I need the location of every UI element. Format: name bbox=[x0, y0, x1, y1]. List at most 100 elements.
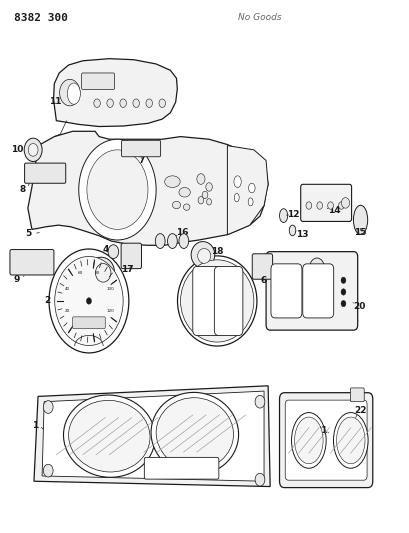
FancyBboxPatch shape bbox=[72, 317, 105, 328]
Polygon shape bbox=[34, 386, 270, 487]
Ellipse shape bbox=[191, 241, 214, 268]
Circle shape bbox=[24, 138, 42, 161]
Circle shape bbox=[54, 256, 123, 345]
Text: 120: 120 bbox=[107, 309, 115, 313]
Text: 13: 13 bbox=[295, 230, 308, 239]
Circle shape bbox=[340, 289, 345, 295]
FancyBboxPatch shape bbox=[144, 457, 218, 479]
Text: 20: 20 bbox=[64, 309, 70, 313]
Text: 8: 8 bbox=[19, 184, 26, 193]
Ellipse shape bbox=[88, 257, 114, 286]
Circle shape bbox=[205, 183, 212, 191]
Ellipse shape bbox=[336, 417, 364, 464]
Ellipse shape bbox=[178, 188, 190, 197]
Ellipse shape bbox=[279, 209, 287, 222]
Ellipse shape bbox=[180, 260, 253, 342]
FancyBboxPatch shape bbox=[350, 388, 363, 402]
FancyBboxPatch shape bbox=[192, 266, 221, 335]
Ellipse shape bbox=[68, 400, 150, 472]
FancyBboxPatch shape bbox=[279, 393, 372, 488]
Circle shape bbox=[316, 202, 322, 209]
Polygon shape bbox=[28, 131, 267, 245]
FancyBboxPatch shape bbox=[214, 266, 242, 335]
Text: No Goods: No Goods bbox=[237, 13, 281, 22]
Text: 11: 11 bbox=[49, 96, 62, 106]
Ellipse shape bbox=[167, 233, 177, 248]
Circle shape bbox=[254, 395, 264, 408]
Ellipse shape bbox=[183, 204, 189, 211]
Ellipse shape bbox=[177, 256, 256, 346]
Ellipse shape bbox=[248, 183, 254, 193]
Text: 2: 2 bbox=[44, 296, 50, 305]
Ellipse shape bbox=[234, 176, 240, 188]
Circle shape bbox=[196, 174, 204, 184]
Ellipse shape bbox=[164, 176, 180, 188]
Circle shape bbox=[87, 150, 148, 229]
FancyBboxPatch shape bbox=[252, 254, 272, 279]
Circle shape bbox=[43, 401, 53, 414]
Circle shape bbox=[327, 202, 333, 209]
Text: 19: 19 bbox=[237, 307, 249, 316]
Ellipse shape bbox=[247, 198, 252, 206]
Circle shape bbox=[133, 99, 139, 108]
Text: 8382 300: 8382 300 bbox=[13, 13, 67, 23]
Text: 14: 14 bbox=[327, 206, 340, 215]
Text: 100: 100 bbox=[106, 287, 114, 290]
FancyBboxPatch shape bbox=[121, 140, 160, 157]
Ellipse shape bbox=[155, 233, 165, 248]
Circle shape bbox=[59, 79, 80, 106]
Circle shape bbox=[338, 202, 344, 209]
Circle shape bbox=[206, 199, 211, 205]
Text: 22: 22 bbox=[353, 406, 366, 415]
FancyBboxPatch shape bbox=[10, 249, 54, 275]
FancyBboxPatch shape bbox=[81, 73, 115, 90]
Circle shape bbox=[305, 202, 311, 209]
FancyBboxPatch shape bbox=[300, 184, 351, 221]
Text: 16: 16 bbox=[176, 228, 189, 237]
Text: UNLEADED FUEL ONLY: UNLEADED FUEL ONLY bbox=[145, 465, 218, 471]
Polygon shape bbox=[54, 59, 177, 126]
Circle shape bbox=[309, 258, 324, 277]
Ellipse shape bbox=[234, 193, 238, 202]
Circle shape bbox=[49, 249, 128, 353]
Ellipse shape bbox=[67, 83, 80, 104]
Text: 18: 18 bbox=[211, 247, 223, 256]
Ellipse shape bbox=[178, 233, 188, 248]
Polygon shape bbox=[42, 391, 263, 481]
Polygon shape bbox=[227, 146, 267, 235]
Circle shape bbox=[340, 277, 345, 284]
Text: 3: 3 bbox=[79, 272, 85, 281]
FancyBboxPatch shape bbox=[302, 264, 333, 318]
Text: 23: 23 bbox=[193, 457, 206, 466]
Ellipse shape bbox=[151, 392, 238, 474]
Circle shape bbox=[79, 139, 156, 240]
Ellipse shape bbox=[291, 413, 325, 469]
Ellipse shape bbox=[156, 398, 233, 470]
Circle shape bbox=[107, 99, 113, 108]
Circle shape bbox=[28, 143, 38, 156]
Circle shape bbox=[43, 464, 53, 477]
Ellipse shape bbox=[197, 248, 210, 263]
Text: 21: 21 bbox=[314, 426, 326, 435]
Circle shape bbox=[254, 473, 264, 486]
Text: 12: 12 bbox=[286, 210, 299, 219]
Text: 17: 17 bbox=[121, 265, 134, 274]
FancyBboxPatch shape bbox=[25, 163, 65, 183]
Ellipse shape bbox=[172, 201, 180, 209]
Circle shape bbox=[94, 99, 100, 108]
Text: 20: 20 bbox=[353, 302, 365, 311]
Ellipse shape bbox=[63, 395, 155, 477]
Text: 4: 4 bbox=[103, 245, 109, 254]
Ellipse shape bbox=[95, 264, 111, 282]
Text: 10: 10 bbox=[11, 146, 23, 155]
Ellipse shape bbox=[333, 413, 367, 469]
Text: 7: 7 bbox=[138, 156, 145, 165]
Text: 6: 6 bbox=[259, 276, 266, 285]
FancyBboxPatch shape bbox=[121, 243, 141, 269]
Text: 1: 1 bbox=[31, 421, 38, 430]
Text: 5: 5 bbox=[25, 229, 32, 238]
Ellipse shape bbox=[294, 417, 322, 464]
Circle shape bbox=[86, 298, 91, 304]
Text: 24: 24 bbox=[317, 268, 330, 276]
Circle shape bbox=[340, 301, 345, 307]
